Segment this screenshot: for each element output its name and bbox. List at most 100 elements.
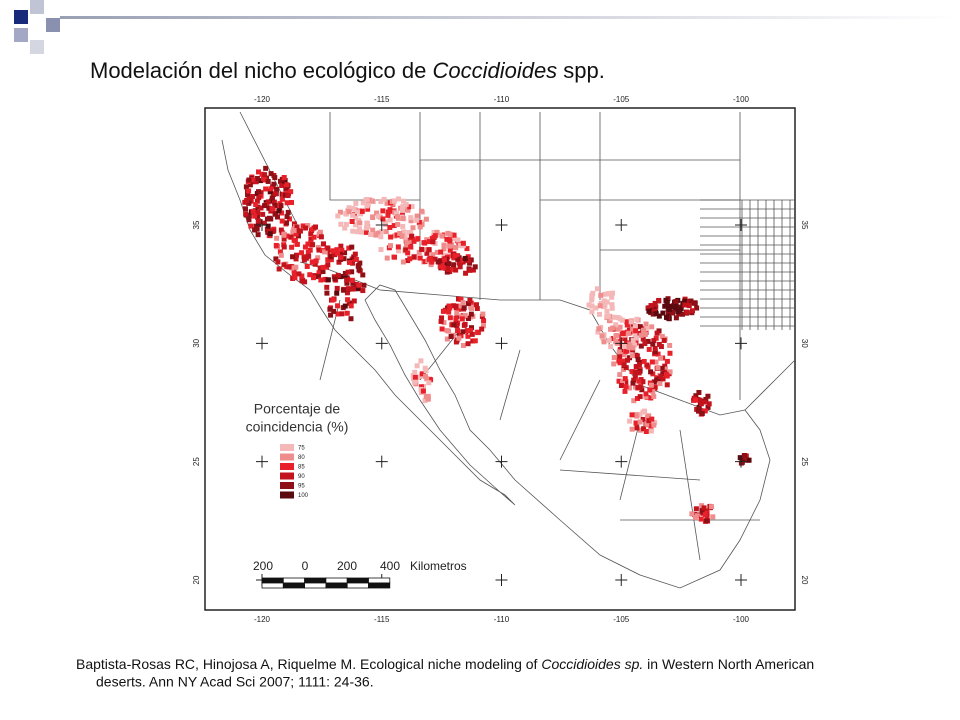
presence-cell: [453, 316, 459, 322]
presence-cell: [682, 302, 688, 308]
presence-cell: [710, 514, 716, 520]
scale-label: 200: [337, 559, 357, 573]
presence-cell: [613, 338, 619, 344]
presence-cell: [599, 333, 605, 339]
presence-cell: [586, 302, 592, 308]
presence-cell: [268, 171, 274, 177]
presence-cell: [617, 353, 623, 359]
presence-cell: [290, 254, 296, 260]
presence-cell: [627, 341, 633, 347]
presence-cell: [299, 278, 305, 284]
legend-label: 80: [298, 455, 305, 461]
presence-cell: [467, 327, 473, 333]
presence-cell: [415, 236, 421, 242]
presence-cell: [356, 226, 362, 232]
presence-cell: [655, 365, 661, 371]
presence-cell: [479, 326, 485, 332]
presence-cell: [673, 304, 679, 310]
presence-cell: [279, 218, 285, 224]
presence-cell: [246, 213, 252, 219]
presence-cell: [652, 420, 658, 426]
presence-cell: [447, 243, 453, 249]
presence-cell: [454, 310, 460, 316]
presence-cell: [391, 254, 397, 260]
legend-swatch: [280, 453, 294, 461]
presence-cell: [705, 393, 711, 399]
presence-cell: [256, 169, 262, 175]
presence-cell: [429, 259, 435, 265]
presence-cell: [428, 262, 434, 268]
presence-cell: [667, 342, 673, 348]
presence-cell: [465, 254, 471, 260]
presence-cell: [634, 353, 640, 359]
lat-tick-label: 30: [800, 339, 809, 348]
presence-cell: [702, 408, 708, 414]
presence-cell: [637, 394, 643, 400]
presence-cell: [473, 302, 479, 308]
presence-cell: [378, 198, 384, 204]
presence-cell: [660, 376, 666, 382]
presence-cell: [305, 223, 311, 229]
presence-cell: [458, 260, 464, 266]
presence-cell: [644, 326, 650, 332]
presence-cell: [698, 516, 704, 522]
presence-cell: [455, 253, 461, 259]
presence-cell: [268, 198, 274, 204]
presence-cell: [417, 255, 423, 261]
citation-text: Baptista-Rosas RC, Hinojosa A, Riquelme …: [76, 656, 541, 672]
scale-segment: [325, 582, 348, 589]
presence-cell: [365, 202, 371, 208]
presence-cell: [328, 254, 334, 260]
presence-cell: [446, 309, 452, 315]
presence-cell: [248, 223, 254, 229]
presence-cell: [330, 248, 336, 254]
presence-cell: [611, 361, 617, 367]
presence-cell: [273, 256, 279, 262]
presence-cell: [336, 259, 342, 265]
presence-cell: [344, 310, 350, 316]
presence-cell: [629, 369, 635, 375]
presence-cell: [461, 305, 467, 311]
presence-cell: [651, 393, 657, 399]
presence-cell: [463, 270, 469, 276]
presence-cell: [395, 196, 401, 202]
presence-cell: [244, 198, 250, 204]
presence-cell: [394, 211, 400, 217]
presence-cell: [438, 318, 444, 324]
presence-cell: [297, 228, 303, 234]
presence-cell: [271, 199, 277, 205]
presence-cell: [355, 229, 361, 235]
presence-cell: [620, 379, 626, 385]
presence-cell: [454, 323, 460, 329]
presence-cell: [318, 277, 324, 283]
presence-cell: [294, 252, 300, 258]
presence-cell: [701, 399, 707, 405]
presence-cell: [380, 208, 386, 214]
presence-cell: [709, 504, 715, 510]
presence-cell: [335, 311, 341, 317]
presence-cell: [659, 365, 665, 371]
presence-cell: [385, 209, 391, 215]
presence-cell: [693, 393, 699, 399]
presence-cell: [596, 311, 602, 317]
presence-cell: [621, 352, 627, 358]
presence-cell: [269, 195, 275, 201]
presence-cell: [466, 258, 472, 264]
presence-cell: [652, 349, 658, 355]
presence-cell: [252, 227, 258, 233]
presence-cell: [411, 254, 417, 260]
presence-cell: [310, 242, 316, 248]
presence-cell: [464, 328, 470, 334]
presence-cell: [356, 217, 362, 223]
presence-cell: [589, 309, 595, 315]
presence-cell: [246, 188, 252, 194]
presence-cell: [467, 297, 473, 303]
presence-cell: [460, 329, 466, 335]
presence-cell: [294, 224, 300, 230]
presence-cell: [465, 333, 471, 339]
presence-cell: [299, 273, 305, 279]
presence-cell: [273, 191, 279, 197]
presence-cell: [447, 231, 453, 237]
graticule-cross: [615, 219, 628, 231]
presence-cell: [692, 511, 698, 517]
